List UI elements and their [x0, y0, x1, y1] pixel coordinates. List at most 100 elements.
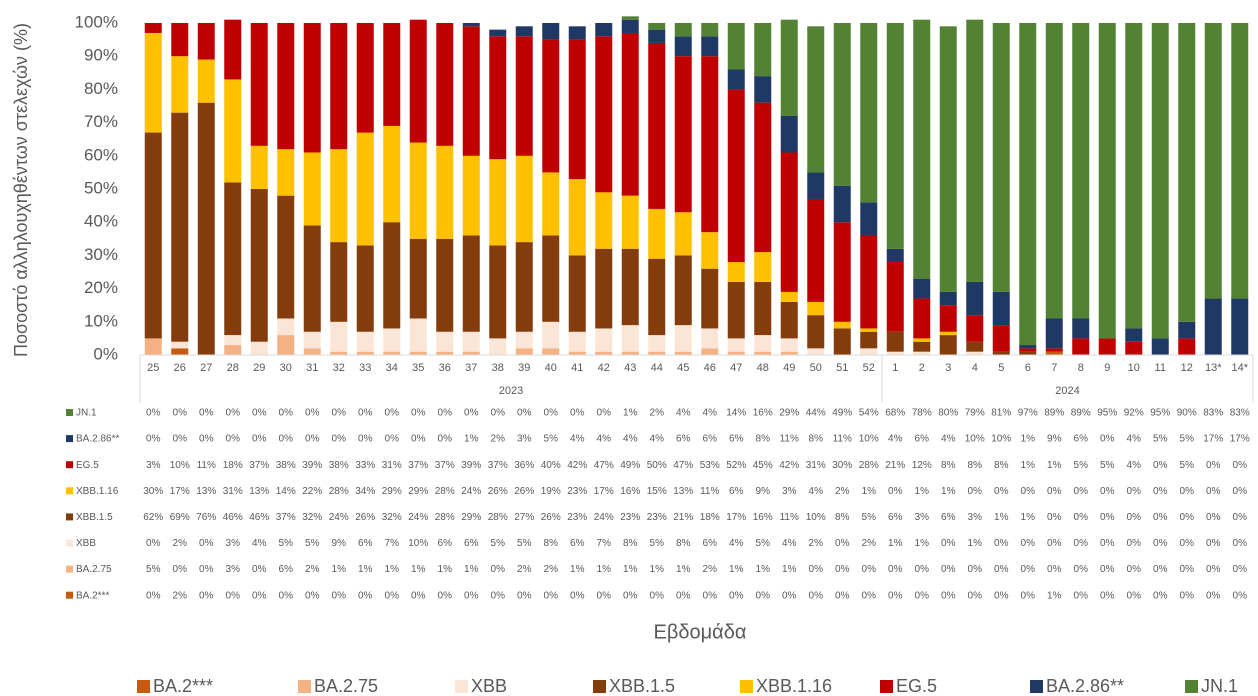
table-cell: 90% — [1177, 408, 1197, 419]
bar-segment — [833, 321, 851, 329]
table-cell: 0% — [1074, 538, 1089, 549]
table-cell: 0% — [1233, 512, 1248, 523]
bar-segment — [939, 331, 957, 336]
table-cell: 6% — [676, 434, 691, 445]
table-cell: 21% — [673, 512, 693, 523]
table-row-label: BA.2.75 — [76, 564, 112, 575]
legend-label: BA.2.86** — [1046, 676, 1124, 696]
table-cell: 3% — [226, 538, 241, 549]
x-tick-label: 6 — [1025, 362, 1031, 374]
table-cell: 19% — [541, 486, 561, 497]
bar-segment — [462, 331, 480, 352]
table-cell: 26% — [541, 512, 561, 523]
bar-segment — [1045, 23, 1063, 319]
x-tick-label: 25 — [147, 362, 159, 374]
bar-segment — [224, 335, 242, 346]
bar-segment — [992, 325, 1010, 352]
bar-segment — [462, 351, 480, 355]
table-cell: 6% — [1074, 434, 1089, 445]
bar-segment — [886, 331, 904, 352]
legend-label: XBB.1.16 — [756, 676, 832, 696]
bar-segment — [197, 102, 215, 356]
table-cell: 0% — [968, 486, 983, 497]
x-axis-title: Εβδομάδα — [654, 621, 747, 643]
table-cell: 1% — [1021, 512, 1036, 523]
bar-segment — [542, 235, 560, 322]
table-cell: 8% — [994, 460, 1009, 471]
table-cell: 1% — [862, 486, 877, 497]
table-cell: 1% — [1021, 434, 1036, 445]
bar-segment — [171, 112, 189, 342]
x-tick-label: 37 — [465, 362, 477, 374]
bar-segment — [727, 351, 745, 355]
bar-segment — [277, 335, 295, 355]
table-cell: 28% — [435, 512, 455, 523]
table-cell: 0% — [173, 408, 188, 419]
table-cell: 0% — [1074, 564, 1089, 575]
legend-swatch — [1030, 680, 1043, 693]
table-cell: 0% — [862, 590, 877, 601]
bar-segment — [807, 26, 825, 173]
bar-segment — [754, 351, 772, 355]
bar-segment — [197, 59, 215, 103]
table-cell: 5% — [1180, 434, 1195, 445]
table-cell: 1% — [385, 564, 400, 575]
y-tick-label: 100% — [75, 12, 118, 31]
table-cell: 6% — [279, 564, 294, 575]
table-cell: 0% — [1206, 512, 1221, 523]
table-cell: 5% — [305, 538, 320, 549]
table-cell: 6% — [729, 486, 744, 497]
table-cell: 8% — [835, 512, 850, 523]
table-cell: 2% — [491, 434, 506, 445]
bar-segment — [409, 318, 427, 352]
table-cell: 78% — [912, 408, 932, 419]
bar-segment — [701, 348, 719, 355]
table-cell: 11% — [833, 434, 852, 445]
table-cell: 4% — [888, 434, 903, 445]
table-cell: 3% — [915, 512, 930, 523]
bar-segment — [780, 351, 798, 355]
bar-segment — [833, 222, 851, 322]
table-cell: 8% — [809, 434, 824, 445]
table-cell: 0% — [1127, 538, 1142, 549]
table-cell: 0% — [623, 590, 638, 601]
table-cell: 6% — [358, 538, 373, 549]
bar-segment — [886, 248, 904, 263]
table-row-label: XBB.1.16 — [76, 486, 119, 497]
bar-segment — [436, 351, 454, 355]
table-cell: 11% — [197, 460, 216, 471]
table-cell: 49% — [832, 408, 852, 419]
table-cell: 0% — [146, 538, 161, 549]
table-cell: 17% — [594, 486, 614, 497]
bar-segment — [913, 298, 931, 339]
bar-segment — [621, 248, 639, 326]
y-tick-label: 20% — [84, 278, 118, 297]
table-cell: 8% — [544, 538, 559, 549]
table-cell: 0% — [464, 590, 479, 601]
bar-segment — [674, 56, 692, 213]
table-cell: 0% — [252, 434, 267, 445]
table-cell: 0% — [146, 434, 161, 445]
bar-segment — [754, 281, 772, 336]
table-cell: 18% — [700, 512, 720, 523]
table-cell: 4% — [1127, 434, 1142, 445]
bar-segment — [303, 225, 321, 332]
bar-segment — [568, 39, 586, 180]
table-cell: 5% — [1153, 434, 1168, 445]
table-cell: 2% — [835, 486, 850, 497]
bar-segment — [621, 32, 639, 196]
table-cell: 0% — [1233, 460, 1248, 471]
y-axis-title: Ποσοστό αλληλουχηθέντων στελεχών (%) — [11, 23, 31, 357]
table-cell: 28% — [435, 486, 455, 497]
table-cell: 0% — [835, 538, 850, 549]
table-cell: 10% — [965, 434, 985, 445]
bar-segment — [727, 89, 745, 263]
table-cell: 47% — [594, 460, 614, 471]
table-cell: 0% — [650, 590, 665, 601]
bar-segment — [277, 149, 295, 196]
legend-swatch — [1185, 680, 1198, 693]
table-cell: 0% — [305, 434, 320, 445]
group-label: 2023 — [499, 385, 523, 397]
bar-segment — [621, 325, 639, 352]
bar-segment — [648, 42, 666, 209]
